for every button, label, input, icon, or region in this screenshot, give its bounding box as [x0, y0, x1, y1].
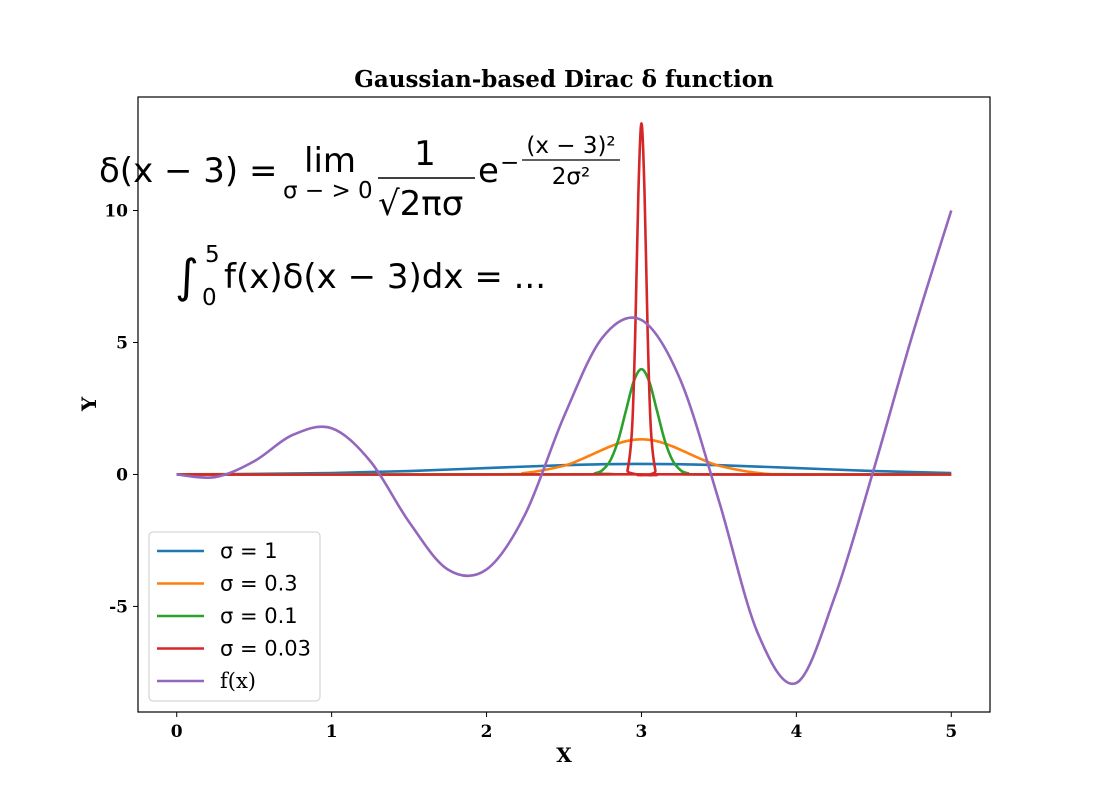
exp-numerator: (x − 3)² [526, 133, 615, 159]
y-ticks: -5 0 5 10 [104, 201, 138, 617]
legend-label: σ = 1 [220, 539, 278, 563]
x-ticks: 0 1 2 3 4 5 [171, 712, 957, 742]
series-lines [176, 122, 953, 686]
delta-definition-annotation: δ(x − 3) = lim σ − > 0 1 √2πσ e − (x − 3… [99, 133, 620, 224]
plot-frame [137, 96, 991, 713]
y-axis-label: Y [77, 396, 101, 412]
legend-label: f(x) [220, 669, 256, 693]
legend: σ = 1 σ = 0.3 σ = 0.1 σ = 0.03 f(x) [148, 531, 321, 702]
chart-title: Gaussian-based Dirac δ function [354, 66, 774, 93]
legend-label: σ = 0.3 [220, 572, 298, 596]
x-tick-label: 4 [790, 722, 802, 742]
integral-upper: 5 [205, 242, 220, 268]
x-axis-label: X [556, 743, 572, 767]
series-line-2 [176, 367, 952, 476]
lim-subscript: σ − > 0 [283, 178, 373, 204]
x-tick-label: 3 [636, 722, 648, 742]
x-tick-label: 1 [326, 722, 338, 742]
x-tick-label: 2 [481, 722, 493, 742]
frac-denominator: √2πσ [378, 184, 463, 224]
integral-lower: 0 [202, 285, 217, 311]
y-tick-label: -5 [109, 597, 128, 617]
x-tick-label: 0 [171, 722, 183, 742]
lim-text: lim [304, 141, 356, 181]
series-line-4 [176, 210, 953, 686]
series-line-0 [176, 462, 952, 476]
delta-lhs: δ(x − 3) = [99, 151, 277, 191]
integral-sign: ∫ [175, 249, 199, 303]
integral-body: f(x)δ(x − 3)dx = ... [224, 257, 546, 297]
exp-denominator: 2σ² [552, 164, 590, 190]
legend-label: σ = 0.03 [220, 637, 311, 661]
y-tick-label: 10 [104, 201, 128, 221]
frac-numerator: 1 [414, 134, 436, 174]
integral-annotation: ∫ 5 0 f(x)δ(x − 3)dx = ... [175, 242, 546, 311]
legend-box [148, 531, 321, 702]
x-tick-label: 5 [945, 722, 957, 742]
exp-base: e [478, 151, 499, 191]
y-tick-label: 0 [116, 465, 128, 485]
exp-sign: − [500, 150, 519, 176]
legend-label: σ = 0.1 [220, 604, 298, 628]
series-line-3 [176, 122, 952, 477]
y-tick-label: 5 [116, 333, 128, 353]
